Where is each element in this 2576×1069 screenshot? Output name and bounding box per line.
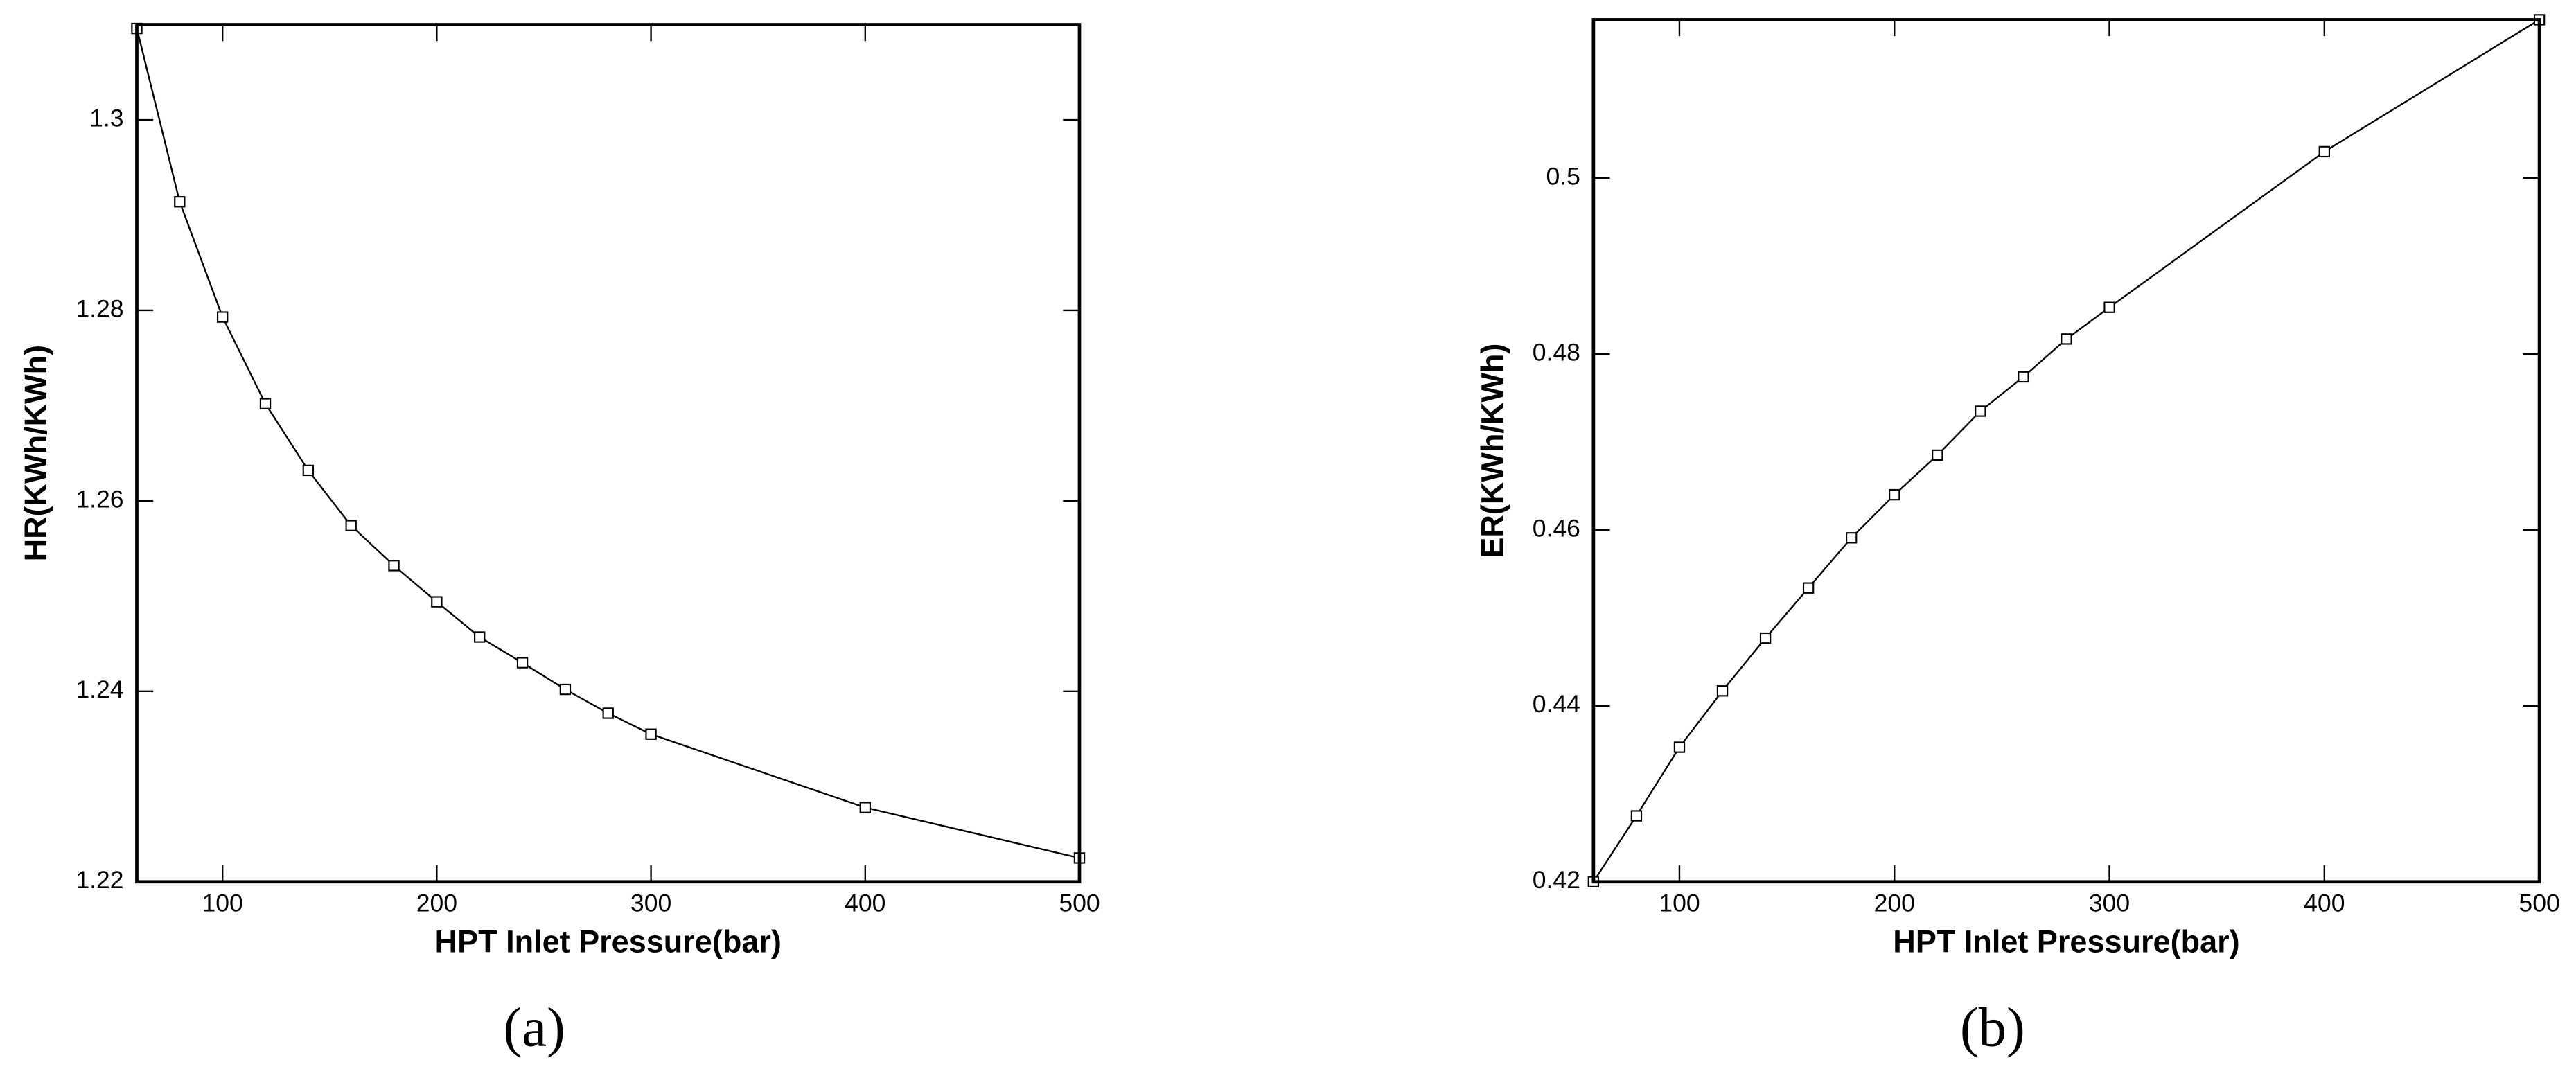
data-marker: [2318, 145, 2330, 158]
x-axis-title: HPT Inlet Pressure(bar): [1893, 924, 2239, 960]
y-tick-label: 1.26: [76, 485, 123, 513]
y-tick-label: 0.44: [1533, 690, 1580, 718]
y-tick-label: 0.48: [1533, 338, 1580, 366]
data-marker: [474, 631, 486, 643]
data-line: [136, 28, 1080, 859]
y-tick-label: 0.46: [1533, 514, 1580, 542]
y-tick-label: 1.22: [76, 866, 123, 894]
x-tick-label: 300: [2089, 889, 2130, 917]
x-tick-label: 400: [845, 889, 885, 917]
data-marker: [1932, 449, 1943, 461]
y-tick-label: 1.28: [76, 294, 123, 322]
data-marker: [1716, 685, 1729, 697]
y-tick-label: 1.3: [89, 104, 123, 132]
data-marker: [1802, 582, 1815, 594]
y-tick-label: 1.24: [76, 675, 123, 703]
data-marker: [1759, 632, 1772, 644]
x-tick-label: 100: [202, 889, 243, 917]
y-tick-label: 0.5: [1546, 162, 1580, 190]
x-tick-label: 300: [630, 889, 671, 917]
data-marker: [2103, 301, 2115, 313]
data-marker: [259, 398, 272, 409]
y-tick-label: 0.42: [1533, 866, 1580, 894]
x-axis-title: HPT Inlet Pressure(bar): [435, 924, 782, 960]
x-tick-label: 100: [1659, 889, 1700, 917]
data-marker: [602, 707, 614, 719]
data-marker: [516, 657, 529, 669]
data-marker: [1630, 810, 1643, 822]
x-tick-label: 500: [1059, 889, 1100, 917]
x-tick-label: 400: [2304, 889, 2345, 917]
data-marker: [1846, 532, 1858, 544]
panel-caption: (b): [1960, 996, 2025, 1058]
y-axis-title: HR(KWh/KWh): [18, 345, 53, 562]
data-marker: [559, 683, 572, 696]
data-marker: [645, 728, 657, 740]
data-marker: [1673, 741, 1686, 753]
data-marker: [431, 596, 443, 608]
x-tick-label: 200: [1874, 889, 1915, 917]
data-marker: [388, 560, 400, 572]
data-marker: [302, 464, 315, 477]
data-marker: [2018, 371, 2029, 383]
plot-frame: [1591, 18, 2541, 884]
y-axis-title: ER(KWh/KWh): [1475, 344, 1510, 558]
data-marker: [174, 196, 186, 208]
data-marker: [216, 311, 229, 323]
data-line: [1592, 19, 2540, 883]
data-marker: [345, 520, 357, 531]
data-marker: [859, 802, 871, 813]
plot-frame: [135, 23, 1082, 884]
data-marker: [1889, 488, 1900, 501]
x-tick-label: 200: [416, 889, 457, 917]
data-marker: [1975, 405, 1986, 417]
data-marker: [2061, 333, 2072, 345]
panel-caption: (a): [503, 996, 565, 1058]
x-tick-label: 500: [2518, 889, 2559, 917]
